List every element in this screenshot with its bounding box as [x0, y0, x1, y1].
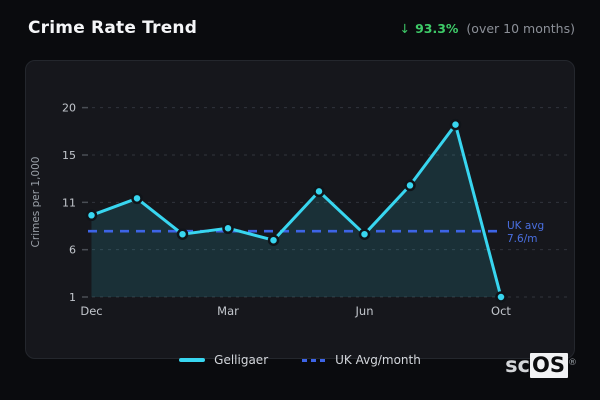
trend-line [90, 123, 503, 299]
header: Crime Rate Trend ↓ 93.3% (over 10 months… [28, 18, 575, 38]
y-tick-label: 20 [62, 102, 76, 115]
y-axis-title: Crimes per 1,000 [30, 157, 42, 248]
data-point[interactable] [222, 222, 234, 234]
data-point[interactable] [85, 209, 98, 222]
data-point[interactable] [449, 118, 462, 131]
page-title: Crime Rate Trend [28, 18, 198, 38]
y-tick-label: 6 [69, 244, 76, 257]
arrow-down-icon: ↓ [399, 20, 411, 36]
logo-text-sc: sc [505, 353, 531, 377]
dashed-line-swatch-icon [302, 358, 327, 362]
data-point[interactable] [176, 228, 189, 240]
registered-trademark-icon: ® [568, 358, 577, 368]
x-tick-label: Mar [217, 304, 239, 318]
x-tick-label: Jun [355, 304, 374, 318]
x-tick-label: Oct [491, 304, 511, 318]
y-tick-label: 1 [69, 291, 76, 304]
delta-value: 93.3% [415, 20, 459, 36]
data-point[interactable] [495, 291, 507, 303]
data-point[interactable] [358, 228, 371, 240]
chart-panel: 1 6 11 15 20 Crimes per 1,000 UK avg 7.6/m Dec Ma… [25, 60, 575, 359]
logo-text-os: OS [530, 353, 568, 378]
y-tick-label: 11 [62, 196, 76, 209]
area-fill [91, 124, 501, 297]
chart-legend: Gelligaer UK Avg/month [0, 353, 600, 367]
solid-line-swatch-icon [179, 358, 206, 362]
data-point[interactable] [131, 192, 143, 205]
legend-label-uk-avg: UK Avg/month [335, 353, 421, 367]
legend-label-gelligaer: Gelligaer [214, 353, 269, 367]
y-tick-label: 15 [62, 149, 76, 162]
data-point[interactable] [267, 234, 280, 246]
data-point[interactable] [404, 179, 416, 192]
data-point[interactable] [313, 185, 325, 198]
legend-item-uk-avg[interactable]: UK Avg/month [302, 353, 421, 367]
uk-avg-annotation-line1: UK avg [507, 220, 544, 232]
legend-item-gelligaer[interactable]: Gelligaer [179, 353, 268, 367]
x-tick-label: Dec [80, 304, 102, 318]
scos-logo: scOS ® [505, 351, 577, 379]
trend-summary: ↓ 93.3% (over 10 months) [400, 21, 575, 36]
period-note: (over 10 months) [466, 20, 575, 36]
uk-avg-annotation-line2: 7.6/m [507, 233, 537, 245]
